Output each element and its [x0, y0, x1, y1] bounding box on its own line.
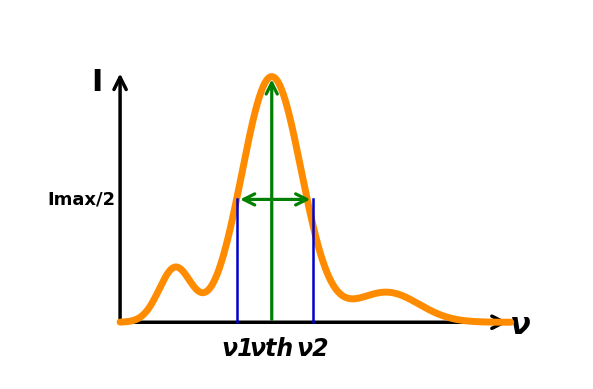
Text: ν2: ν2 [296, 337, 330, 361]
Text: ν: ν [509, 311, 530, 340]
Text: Imax/2: Imax/2 [47, 190, 116, 209]
Text: I: I [91, 68, 103, 97]
Text: νth: νth [250, 337, 294, 361]
Text: ν1: ν1 [221, 337, 254, 361]
